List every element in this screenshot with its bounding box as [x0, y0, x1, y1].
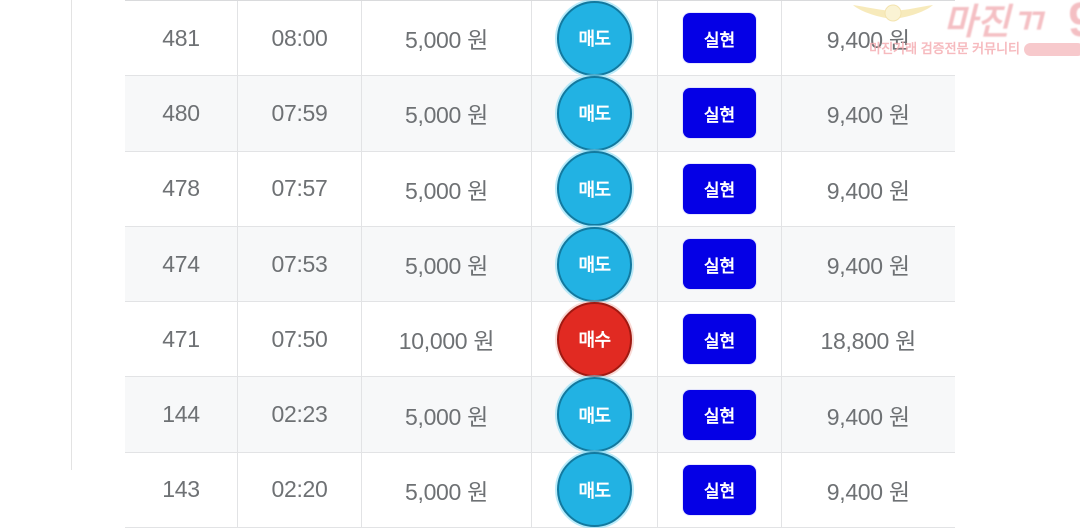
svg-text:9: 9 — [1068, 0, 1080, 40]
svg-text:마진ㄲ: 마진ㄲ — [944, 1, 1046, 40]
